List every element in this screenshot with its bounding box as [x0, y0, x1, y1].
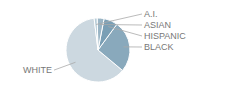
svg-text:WHITE: WHITE	[23, 65, 52, 75]
svg-text:ASIAN: ASIAN	[144, 20, 171, 30]
svg-text:BLACK: BLACK	[144, 42, 174, 52]
svg-text:A.I.: A.I.	[144, 9, 158, 19]
svg-text:HISPANIC: HISPANIC	[144, 31, 186, 41]
